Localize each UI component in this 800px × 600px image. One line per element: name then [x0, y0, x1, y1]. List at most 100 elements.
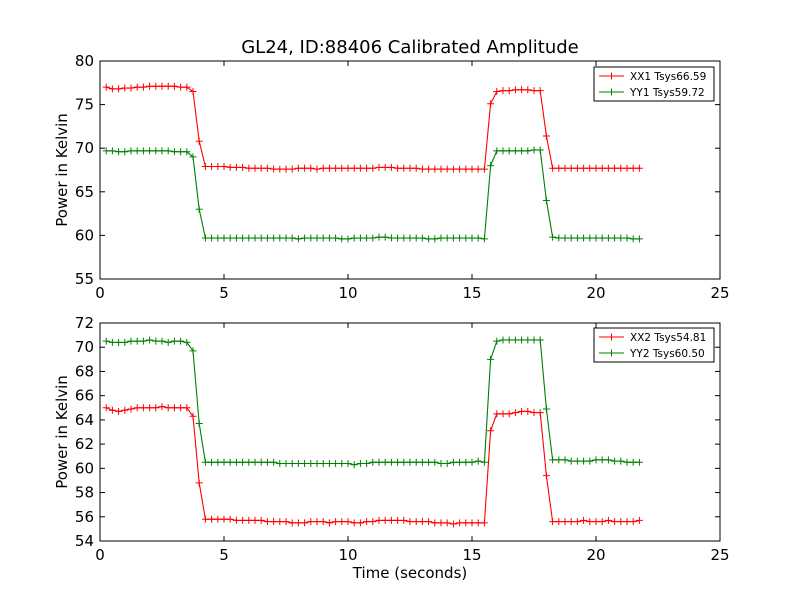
data-point: [164, 338, 172, 346]
data-point: [208, 234, 216, 242]
data-point: [152, 337, 160, 345]
data-point: [201, 515, 209, 523]
data-point: [102, 337, 110, 345]
data-point: [356, 164, 364, 172]
data-point: [313, 518, 321, 526]
data-point: [561, 456, 569, 464]
data-point: [369, 164, 377, 172]
data-point: [214, 234, 222, 242]
x-tick-label: 5: [219, 546, 229, 564]
data-point: [133, 337, 141, 345]
data-point: [108, 85, 116, 93]
x-tick-label: 5: [219, 284, 229, 302]
data-point: [462, 458, 470, 466]
data-point: [307, 459, 315, 467]
data-point: [226, 163, 234, 171]
data-point: [462, 165, 470, 173]
data-point: [201, 234, 209, 242]
data-point: [158, 337, 166, 345]
data-point: [431, 519, 439, 527]
data-point: [623, 518, 631, 526]
data-point: [251, 164, 259, 172]
data-point: [195, 205, 203, 213]
data-point: [263, 518, 271, 526]
data-point: [598, 518, 606, 526]
legend-box: [593, 327, 715, 363]
data-point: [220, 515, 228, 523]
data-point: [270, 518, 278, 526]
data-point: [431, 235, 439, 243]
data-point: [524, 407, 532, 415]
data-point: [604, 456, 612, 464]
data-point: [592, 164, 600, 172]
data-point: [505, 336, 513, 344]
data-point: [301, 459, 309, 467]
data-point: [456, 234, 464, 242]
y-tick-label: 55: [75, 270, 94, 288]
data-point: [518, 86, 526, 94]
data-point: [356, 234, 364, 242]
y-tick-label: 72: [75, 314, 94, 332]
legend-label: XX1 Tsys66.59: [630, 71, 706, 83]
y-tick-label: 70: [75, 338, 94, 356]
data-point: [139, 337, 147, 345]
data-point: [189, 347, 197, 355]
data-point: [282, 459, 290, 467]
data-point: [245, 164, 253, 172]
y-tick-label: 68: [75, 362, 94, 380]
data-point: [195, 137, 203, 145]
data-point: [338, 164, 346, 172]
data-point: [350, 234, 358, 242]
y-axis-label: Power in Kelvin: [53, 375, 71, 489]
y-tick-label: 66: [75, 387, 94, 405]
data-point: [170, 82, 178, 90]
data-point: [319, 234, 327, 242]
y-tick-label: 70: [75, 139, 94, 157]
data-point: [319, 164, 327, 172]
data-point: [617, 518, 625, 526]
data-point: [505, 147, 513, 155]
y-tick-label: 60: [75, 226, 94, 244]
data-point: [443, 459, 451, 467]
data-point: [617, 234, 625, 242]
data-point: [338, 235, 346, 243]
data-point: [394, 458, 402, 466]
data-point: [146, 82, 154, 90]
data-point: [493, 337, 501, 345]
data-point: [152, 82, 160, 90]
data-point: [573, 518, 581, 526]
data-point: [425, 165, 433, 173]
data-point: [412, 518, 420, 526]
data-point: [387, 516, 395, 524]
data-point: [214, 515, 222, 523]
y-tick-label: 64: [75, 411, 94, 429]
data-point: [629, 518, 637, 526]
data-point: [418, 165, 426, 173]
data-point: [208, 515, 216, 523]
data-point: [251, 516, 259, 524]
y-tick-label: 65: [75, 183, 94, 201]
data-point: [555, 164, 563, 172]
data-point: [580, 516, 588, 524]
data-point: [232, 163, 240, 171]
data-point: [276, 165, 284, 173]
data-point: [325, 234, 333, 242]
data-point: [121, 406, 129, 414]
data-point: [307, 518, 315, 526]
data-point: [406, 164, 414, 172]
data-point: [418, 518, 426, 526]
data-point: [443, 165, 451, 173]
data-point: [375, 458, 383, 466]
data-point: [363, 164, 371, 172]
data-point: [201, 458, 209, 466]
data-point: [480, 519, 488, 527]
data-point: [530, 87, 538, 95]
x-tick-label: 15: [462, 284, 481, 302]
data-point: [580, 164, 588, 172]
data-point: [493, 147, 501, 155]
data-point: [208, 163, 216, 171]
data-point: [474, 457, 482, 465]
data-point: [257, 164, 265, 172]
data-point: [425, 458, 433, 466]
data-point: [214, 163, 222, 171]
